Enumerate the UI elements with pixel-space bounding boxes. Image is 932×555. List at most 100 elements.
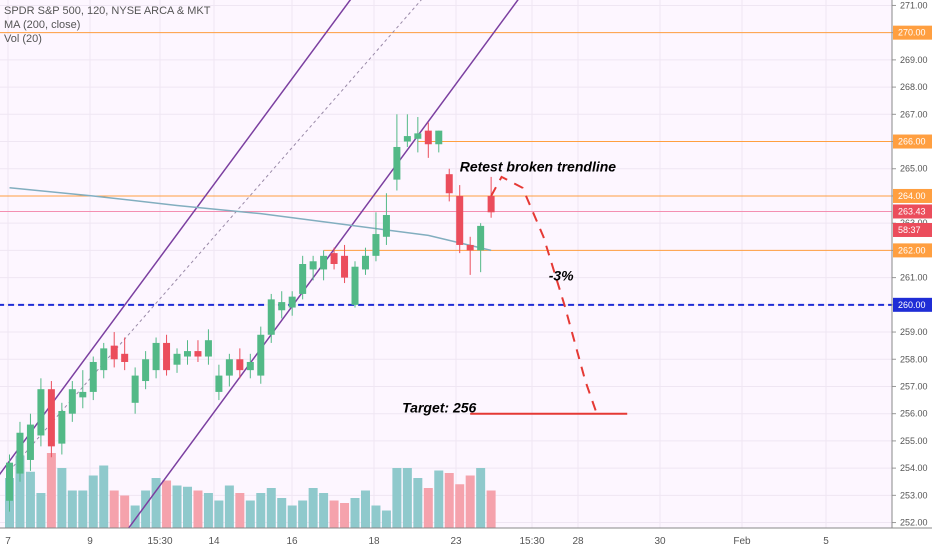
volume-bar	[423, 488, 433, 528]
legend-symbol: SPDR S&P 500, 120, NYSE ARCA & MKT	[4, 5, 211, 17]
price-label-box	[893, 222, 932, 237]
projection-path	[490, 175, 597, 412]
candle-body	[100, 348, 108, 371]
y-tick-label: 258.00	[900, 354, 928, 364]
y-tick-label: 268.00	[900, 82, 928, 92]
x-tick-label: Feb	[733, 536, 751, 547]
candle-body	[320, 255, 328, 270]
candle-body	[6, 462, 13, 501]
y-tick-label: 254.00	[900, 463, 928, 473]
x-tick-label: 15:30	[519, 536, 544, 547]
candle-body	[372, 234, 380, 256]
y-tick-label: 261.00	[900, 273, 928, 283]
y-tick-label: 267.00	[900, 109, 928, 119]
volume-bar	[25, 471, 35, 528]
candle-body	[267, 299, 275, 335]
volume-bar	[109, 490, 119, 528]
candle-body	[456, 195, 464, 245]
y-tick-label: 269.00	[900, 55, 928, 65]
price-label-box	[893, 243, 932, 258]
candle-body	[47, 389, 55, 447]
volume-bar	[46, 453, 56, 528]
candle-body	[37, 389, 45, 436]
volume-bar	[151, 478, 161, 528]
candle-body	[58, 410, 66, 444]
x-tick-label: 14	[208, 536, 220, 547]
volume-bar	[224, 485, 234, 528]
volume-bar	[99, 465, 109, 528]
volume-bar	[350, 498, 360, 528]
volume-bar	[36, 493, 46, 528]
candle-body	[288, 296, 296, 308]
price-label-box	[893, 188, 932, 203]
overlay-group	[0, 0, 892, 528]
channel-line	[0, 0, 352, 476]
volume-bar	[360, 490, 370, 528]
volume-bar	[172, 485, 182, 528]
volume-bar	[193, 490, 203, 528]
y-tick-label: 259.00	[900, 327, 928, 337]
volume-bar	[266, 488, 276, 528]
x-tick-label: 7	[5, 536, 11, 547]
candle-body	[435, 130, 443, 145]
volume-bar	[162, 480, 172, 528]
candle-body	[204, 340, 212, 357]
candle-body	[68, 389, 76, 414]
candle-body	[466, 244, 474, 251]
volume-bar	[203, 493, 213, 528]
y-tick-label: 257.00	[900, 381, 928, 391]
candle-body	[173, 353, 181, 365]
candle-body	[414, 133, 422, 139]
x-tick-label: 5	[823, 536, 829, 547]
candle-body	[299, 264, 307, 294]
ma-line	[9, 187, 492, 252]
volume-bar	[130, 505, 140, 528]
chart-legend: SPDR S&P 500, 120, NYSE ARCA & MKT MA (2…	[4, 4, 210, 46]
volume-bar	[476, 468, 486, 528]
candle-body	[236, 359, 244, 371]
volume-bar	[78, 490, 88, 528]
candle-body	[257, 334, 265, 376]
volume-bar	[329, 500, 339, 528]
volume-bar	[214, 500, 224, 528]
volume-bar	[67, 490, 77, 528]
price-label-box	[893, 297, 932, 312]
candle-body	[215, 375, 223, 392]
candle-body	[121, 353, 129, 362]
volume-bar	[235, 493, 245, 528]
price-label-box	[893, 25, 932, 40]
candle-body	[393, 146, 401, 180]
channel-midline	[9, 0, 422, 472]
candle-body	[163, 342, 171, 371]
volume-bar	[319, 493, 329, 528]
volume-bar	[308, 488, 318, 528]
price-label-text: 58:37	[898, 225, 921, 235]
candle-body	[351, 266, 359, 305]
x-tick-label: 16	[286, 536, 298, 547]
plot-background	[0, 0, 892, 528]
x-tick-label: 9	[87, 536, 93, 547]
price-label-box	[893, 204, 932, 219]
volume-bar	[15, 455, 25, 528]
volume-bar	[256, 493, 266, 528]
volume-bar	[245, 500, 255, 528]
price-label-text: 263.43	[898, 206, 926, 216]
annotation-label: Target: 256	[402, 399, 476, 415]
candle-body	[341, 255, 349, 278]
y-tick-label: 255.00	[900, 436, 928, 446]
volume-bar	[340, 503, 350, 528]
volume-bar	[141, 490, 151, 528]
volume-bar	[120, 495, 130, 528]
x-tick-label: 18	[368, 536, 380, 547]
candle-body	[246, 361, 254, 371]
candle-body	[487, 195, 495, 213]
candle-body	[142, 359, 150, 382]
candle-body	[110, 345, 118, 360]
legend-vol: Vol (20)	[4, 33, 42, 45]
annotation-label: Retest broken trendline	[460, 158, 617, 174]
price-label-text: 270.00	[898, 28, 926, 38]
x-tick-label: 15:30	[147, 536, 172, 547]
volume-bar	[182, 486, 192, 528]
